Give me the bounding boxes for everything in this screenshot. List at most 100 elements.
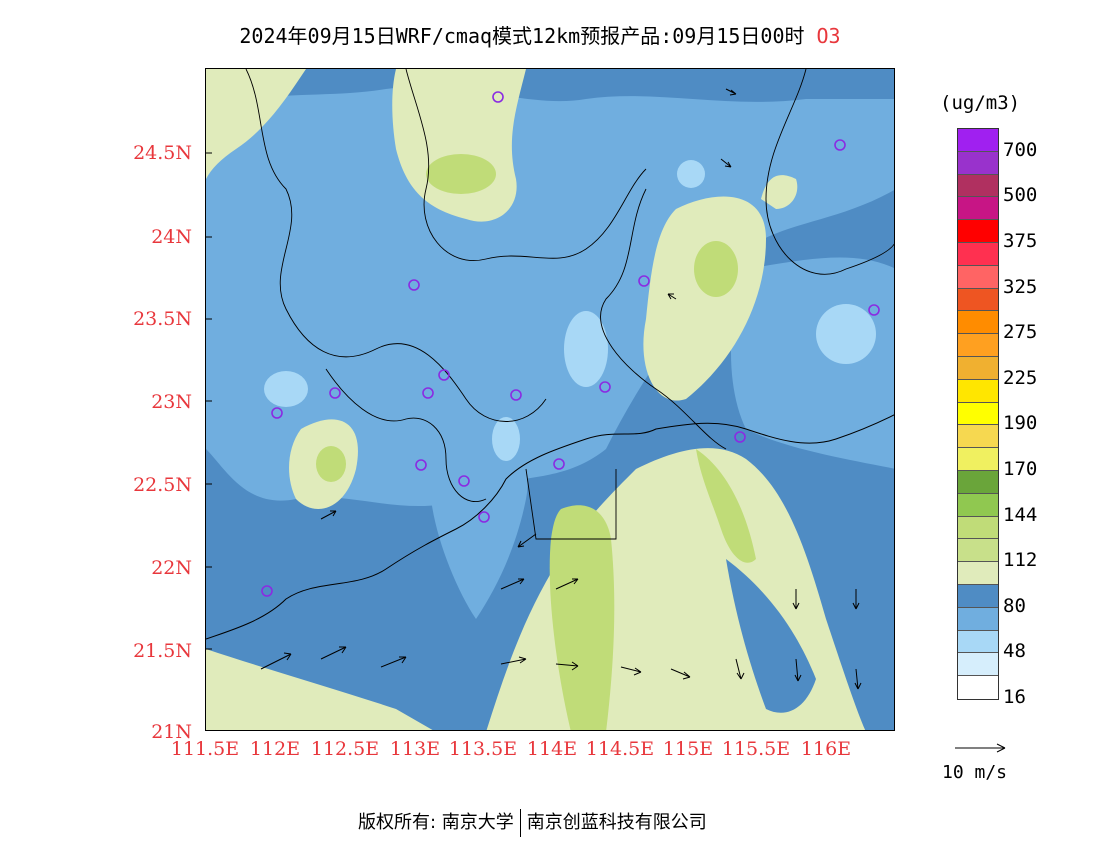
pale-green-region-nw <box>206 69 306 179</box>
legend-label: 48 <box>1003 640 1026 663</box>
station-marker <box>599 381 611 393</box>
blue-gap-south <box>726 559 816 713</box>
station-marker <box>261 585 273 597</box>
wind-arrow <box>667 293 677 300</box>
title-text: 2024年09月15日WRF/cmaq模式12km预报产品:09月15日00时 <box>239 24 805 48</box>
lat-label-24.5: 24.5N <box>133 142 192 164</box>
wind-arrow <box>794 658 802 682</box>
station-marker <box>422 387 434 399</box>
wind-vectors <box>260 88 862 690</box>
legend-swatch <box>958 539 998 563</box>
legend-swatch <box>958 425 998 449</box>
legend-swatch <box>958 334 998 357</box>
pale-green-region-east-hills <box>643 196 766 401</box>
legend-label: 170 <box>1003 458 1038 480</box>
station-markers <box>261 91 880 597</box>
legend-label: 325 <box>1003 275 1038 298</box>
station-marker <box>734 431 746 443</box>
legend-swatch <box>958 516 998 540</box>
legend-swatch <box>958 129 998 152</box>
light-ozone-patch-2 <box>264 371 308 407</box>
legend-label: 190 <box>1003 412 1038 435</box>
station-marker <box>415 459 427 471</box>
wind-arrow <box>555 661 579 671</box>
legend-label: 144 <box>1003 503 1038 526</box>
copyright-right: 南京创蓝科技有限公司 <box>526 812 707 833</box>
copyright-footer: 版权所有: 南京大学 南京创蓝科技有限公司 <box>358 808 707 837</box>
lat-label-21: 21N <box>151 721 192 743</box>
green-core-north <box>426 154 496 194</box>
mid-ozone-region-north <box>206 86 894 506</box>
legend-unit: (ug/m3) <box>940 92 1021 114</box>
mid-ozone-region-pearl <box>429 427 528 619</box>
wind-arrow <box>854 668 862 690</box>
lon-label-115: 115E <box>662 738 714 760</box>
lat-label-23: 23N <box>151 391 192 413</box>
lon-label-116: 116E <box>800 738 852 760</box>
lat-label-21.5: 21.5N <box>133 640 192 662</box>
light-ozone-patch-5 <box>492 417 520 461</box>
concentration-map <box>205 68 895 731</box>
station-marker <box>458 475 470 487</box>
station-marker <box>553 458 565 470</box>
station-marker <box>438 369 450 381</box>
legend-swatch <box>958 265 998 289</box>
legend-label: 225 <box>1003 366 1038 389</box>
legend-swatch <box>958 562 998 585</box>
legend-swatch <box>958 584 998 608</box>
copyright-left: 版权所有: 南京大学 <box>358 812 514 833</box>
lon-label-114.5: 114.5E <box>585 738 655 760</box>
green-core-south <box>549 505 615 730</box>
lon-label-115.5: 115.5E <box>721 738 791 760</box>
green-core-east <box>694 241 738 297</box>
wind-arrow <box>620 666 642 676</box>
light-ozone-patch-3 <box>816 304 876 364</box>
station-marker <box>510 389 522 401</box>
legend-swatch <box>958 630 998 654</box>
wind-arrow <box>852 589 860 610</box>
wind-arrow <box>380 656 407 668</box>
map-canvas <box>206 69 894 730</box>
boundary-line-2 <box>405 69 647 261</box>
longitude-axis: 111.5E 112E 112.5E 113E 113.5E 114E 114.… <box>170 738 870 764</box>
color-legend <box>957 128 999 700</box>
wind-arrow <box>260 652 292 670</box>
wind-arrow <box>517 533 537 548</box>
lat-label-24: 24N <box>151 226 192 248</box>
wind-arrow <box>500 578 525 590</box>
green-core-west <box>316 446 346 482</box>
wind-arrow <box>320 510 337 520</box>
wind-arrow <box>555 578 579 590</box>
legend-swatch <box>958 402 998 426</box>
lon-label-111.5: 111.5E <box>170 738 240 760</box>
legend-swatch <box>958 288 998 312</box>
legend-label: 700 <box>1003 138 1038 161</box>
axis-ticks <box>206 152 212 650</box>
station-marker <box>329 387 341 399</box>
boundary-line-4 <box>765 69 894 275</box>
legend-swatch <box>958 653 998 677</box>
wind-reference-label: 10 m/s <box>942 762 1008 783</box>
green-core-coastal <box>696 449 756 563</box>
wind-arrow <box>670 668 691 680</box>
lon-label-113: 113E <box>389 738 441 760</box>
legend-swatch <box>958 151 998 175</box>
map-title: 2024年09月15日WRF/cmaq模式12km预报产品:09月15日00时 O… <box>0 20 1080 49</box>
lon-label-113.5: 113.5E <box>448 738 518 760</box>
legend-label: 112 <box>1003 549 1038 572</box>
pale-green-region-sw <box>206 649 433 730</box>
legend-swatch <box>958 197 998 221</box>
station-marker <box>492 91 504 103</box>
lat-label-22: 22N <box>151 557 192 579</box>
pale-green-region-north <box>392 69 526 222</box>
legend-swatch <box>958 356 998 380</box>
legend-label: 80 <box>1003 594 1026 617</box>
legend-label: 375 <box>1003 230 1038 252</box>
boundary-line-3 <box>600 188 727 450</box>
light-ozone-patch-4 <box>677 160 705 188</box>
station-marker <box>834 139 846 151</box>
legend-swatch <box>958 676 998 699</box>
lat-label-22.5: 22.5N <box>133 474 192 496</box>
legend-swatch <box>958 220 998 243</box>
legend-swatch <box>958 448 998 471</box>
